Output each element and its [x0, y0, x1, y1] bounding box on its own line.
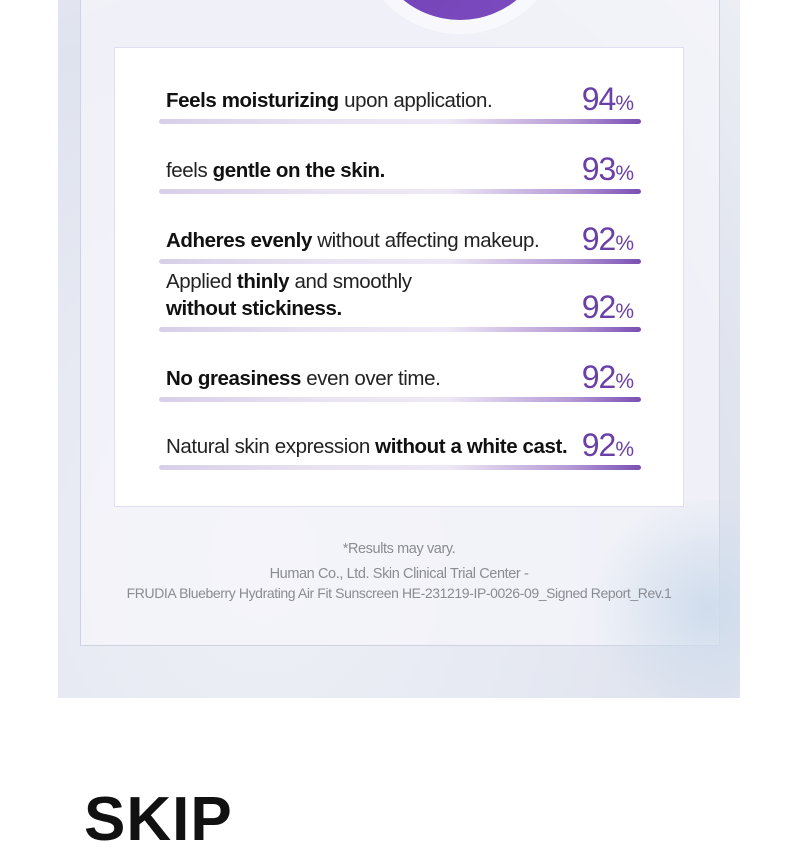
result-statement: Natural skin expression without a white …: [166, 433, 568, 460]
percentage-unit: %: [615, 370, 634, 393]
result-percentage: 93%: [581, 151, 634, 188]
result-percentage: 92%: [581, 221, 634, 258]
statement-text: upon application.: [338, 89, 493, 112]
result-statement: No greasiness even over time.: [166, 365, 441, 392]
statement-text: without affecting makeup.: [311, 229, 540, 252]
source-line-1: Human Co., Ltd. Skin Clinical Trial Cent…: [269, 566, 529, 582]
result-statement: Adheres evenly without affecting makeup.: [166, 227, 540, 254]
percentage-unit: %: [615, 232, 634, 255]
result-statement: Feels moisturizing upon application.: [166, 87, 493, 114]
result-row: Natural skin expression without a white …: [159, 400, 641, 470]
result-bar: [159, 119, 641, 124]
result-bar: [159, 259, 641, 264]
result-statement: Applied thinly and smoothly without stick…: [166, 268, 412, 322]
percentage-value: 92: [581, 427, 617, 463]
statement-bold-text: without a white cast.: [375, 435, 568, 458]
percentage-value: 94: [581, 81, 617, 117]
percentage-unit: %: [615, 438, 634, 461]
statement-bold-text: Adheres evenly: [166, 229, 312, 252]
statement-bold-text: without stickiness.: [166, 297, 342, 320]
result-row: Adheres evenly without affecting makeup.…: [159, 194, 641, 264]
statement-bold-text: Feels moisturizing: [166, 89, 339, 112]
result-percentage: 92%: [581, 289, 634, 326]
percentage-unit: %: [615, 92, 634, 115]
results-card: Feels moisturizing upon application. 94% f…: [114, 47, 684, 507]
statement-text: Natural skin expression: [166, 435, 376, 458]
result-percentage: 92%: [581, 427, 634, 464]
result-statement: feels gentle on the skin.: [166, 157, 385, 184]
result-bar: [159, 327, 641, 332]
statement-bold-text: gentle on the skin.: [212, 159, 386, 182]
next-section-heading: SKIP: [84, 785, 233, 854]
statement-text: Applied: [166, 270, 237, 293]
statement-text: and smoothly: [289, 270, 412, 293]
result-row: No greasiness even over time. 92%: [159, 332, 641, 402]
result-row: feels gentle on the skin. 93%: [159, 124, 641, 194]
source-line-2: FRUDIA Blueberry Hydrating Air Fit Sunsc…: [126, 585, 672, 601]
result-bar: [159, 397, 641, 402]
percentage-value: 92: [581, 221, 617, 257]
result-bar: [159, 189, 641, 194]
statement-text: even over time.: [300, 367, 441, 390]
disclaimer: *Results may vary.: [342, 541, 456, 557]
percentage-value: 92: [581, 359, 617, 395]
statement-text: feels: [166, 159, 213, 182]
result-percentage: 92%: [581, 359, 634, 396]
statement-bold-text: No greasiness: [166, 367, 301, 390]
percentage-unit: %: [615, 300, 634, 323]
result-row: Applied thinly and smoothly without stick…: [159, 262, 641, 332]
result-row: Feels moisturizing upon application. 94%: [159, 54, 641, 124]
percentage-value: 93: [581, 151, 617, 187]
statement-bold-text: thinly: [236, 270, 290, 293]
percentage-unit: %: [615, 162, 634, 185]
result-bar: [159, 465, 641, 470]
percentage-value: 92: [581, 289, 617, 325]
result-percentage: 94%: [581, 81, 634, 118]
